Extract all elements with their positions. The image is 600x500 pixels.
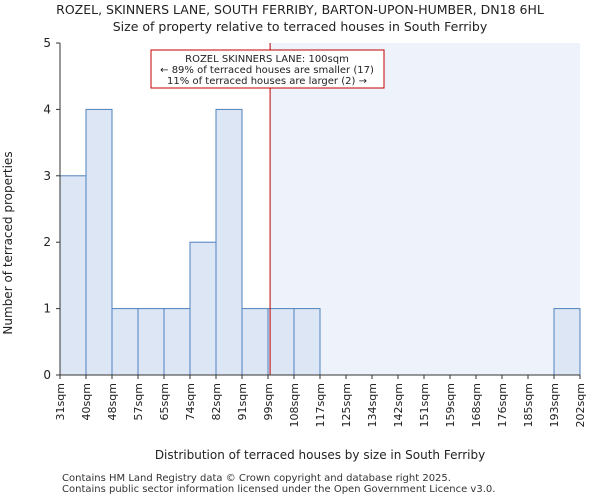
x-tick-label: 117sqm (314, 383, 327, 427)
x-tick-label: 82sqm (210, 383, 223, 420)
x-tick-label: 142sqm (392, 383, 405, 427)
y-tick-label: 4 (43, 102, 51, 116)
y-axis-label: Number of terraced properties (1, 151, 15, 334)
bar-193sqm (553, 308, 581, 376)
x-tick-label: 176sqm (496, 383, 509, 427)
footer-licence: Contains public sector information licen… (62, 484, 496, 495)
x-tick-label: 74sqm (184, 383, 197, 420)
bar-40sqm (85, 108, 113, 376)
annotation-line-2: ← 89% of terraced houses are smaller (17… (160, 65, 374, 76)
x-tick-label: 91sqm (236, 383, 249, 420)
x-tick-label: 108sqm (288, 383, 301, 427)
bar-31sqm (59, 175, 87, 376)
bar-99sqm (267, 308, 295, 376)
x-tick-label: 57sqm (132, 383, 145, 420)
y-tick-label: 1 (43, 302, 51, 316)
x-tick-label: 159sqm (444, 383, 457, 427)
x-tick-label: 193sqm (548, 383, 561, 427)
bar-82sqm (215, 108, 243, 376)
bar-65sqm (163, 308, 191, 376)
bar-91sqm (241, 308, 269, 376)
larger-region-shade (270, 43, 580, 375)
bar-57sqm (137, 308, 165, 376)
x-tick-label: 31sqm (54, 383, 67, 420)
bar-74sqm (189, 241, 217, 376)
y-tick-label: 3 (43, 169, 51, 183)
y-tick-label: 5 (43, 36, 51, 50)
chart-title: ROZEL, SKINNERS LANE, SOUTH FERRIBY, BAR… (56, 2, 544, 17)
footer-copyright: Contains HM Land Registry data © Crown c… (62, 473, 451, 484)
x-tick-label: 48sqm (106, 383, 119, 420)
x-tick-label: 125sqm (340, 383, 353, 427)
x-tick-label: 134sqm (366, 383, 379, 427)
x-tick-label: 202sqm (574, 383, 587, 427)
chart-subtitle: Size of property relative to terraced ho… (112, 19, 488, 34)
y-tick-label: 2 (43, 235, 51, 249)
x-tick-label: 99sqm (262, 383, 275, 420)
x-tick-label: 40sqm (80, 383, 93, 420)
annotation-line-3: 11% of terraced houses are larger (2) → (167, 76, 367, 87)
x-axis-label: Distribution of terraced houses by size … (155, 448, 485, 462)
x-tick-label: 151sqm (418, 383, 431, 427)
x-tick-label: 65sqm (158, 383, 171, 420)
annotation-line-1: ROZEL SKINNERS LANE: 100sqm (185, 54, 349, 65)
x-tick-label: 185sqm (522, 383, 535, 427)
x-tick-label: 168sqm (470, 383, 483, 427)
bar-108sqm (293, 308, 321, 376)
y-tick-label: 0 (43, 368, 51, 382)
annotation-box: ROZEL SKINNERS LANE: 100sqm ← 89% of ter… (150, 49, 385, 89)
bar-48sqm (111, 308, 139, 376)
